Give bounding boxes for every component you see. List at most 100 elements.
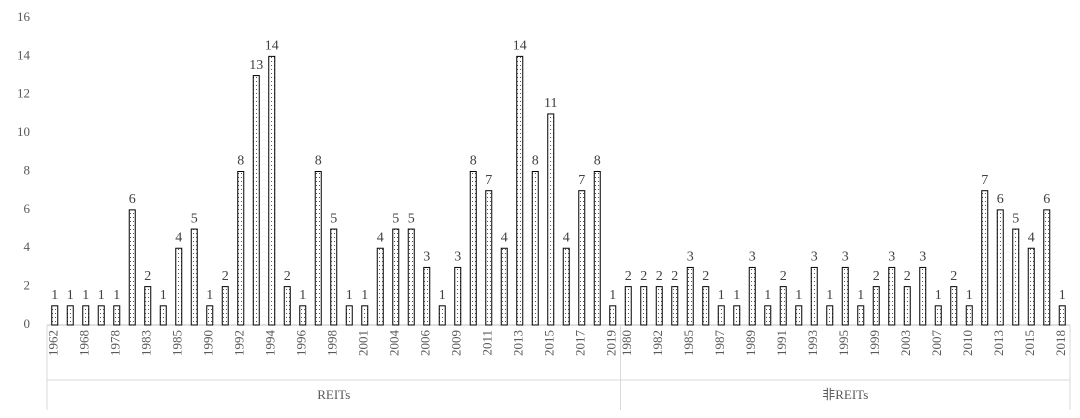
data-label: 5: [1012, 211, 1019, 226]
bar: [128, 209, 136, 326]
y-tick-label: 6: [24, 201, 31, 216]
data-label: 2: [702, 269, 709, 284]
x-tick-label: 1995: [836, 330, 851, 356]
y-tick-label: 0: [24, 316, 31, 331]
bar: [562, 247, 570, 326]
data-label: 6: [1043, 192, 1050, 207]
bar: [330, 228, 338, 326]
group-label: REITs: [317, 387, 350, 402]
data-label: 14: [265, 39, 279, 54]
bar: [795, 305, 803, 326]
bar: [299, 305, 307, 326]
bar: [144, 286, 152, 326]
data-label: 1: [733, 288, 740, 303]
bar: [361, 305, 369, 326]
x-tick-label: 2001: [356, 330, 371, 356]
x-tick-label: 2011: [480, 330, 495, 356]
data-label: 1: [51, 288, 58, 303]
data-label: 1: [966, 288, 973, 303]
data-label: 8: [532, 154, 539, 169]
data-label: 5: [408, 211, 415, 226]
bar: [981, 190, 989, 326]
bar: [51, 305, 59, 326]
bar: [702, 286, 710, 326]
data-label: 2: [780, 269, 787, 284]
data-label: 5: [191, 211, 198, 226]
bar: [733, 305, 741, 326]
bar: [1012, 228, 1020, 326]
x-tick-label: 1994: [263, 330, 278, 357]
x-tick-label: 1989: [743, 330, 758, 356]
data-label: 1: [299, 288, 306, 303]
data-label: 13: [249, 58, 263, 73]
bar: [578, 190, 586, 326]
data-label: 3: [454, 250, 461, 265]
data-label: 11: [544, 96, 557, 111]
bar: [190, 228, 198, 326]
data-label: 2: [656, 269, 663, 284]
bar: [423, 266, 431, 326]
data-label: 1: [718, 288, 725, 303]
bar: [748, 266, 756, 326]
y-tick-label: 8: [24, 162, 31, 177]
bar: [717, 305, 725, 326]
data-label: 4: [1028, 230, 1035, 245]
data-label: 7: [981, 173, 988, 188]
bar: [640, 286, 648, 326]
data-label: 8: [470, 154, 477, 169]
bar: [221, 286, 229, 326]
data-label: 1: [206, 288, 213, 303]
bar: [841, 266, 849, 326]
bar: [857, 305, 865, 326]
bar: [252, 75, 260, 326]
bar: [159, 305, 167, 326]
bar: [934, 305, 942, 326]
data-label: 5: [392, 211, 399, 226]
x-tick-label: 1982: [650, 330, 665, 356]
bar: [485, 190, 493, 326]
bar: [950, 286, 958, 326]
y-tick-label: 4: [24, 239, 31, 254]
data-label: 2: [671, 269, 678, 284]
bar: [438, 305, 446, 326]
data-label: 3: [811, 250, 818, 265]
x-tick-label: 1993: [805, 330, 820, 356]
x-tick-label: 1980: [619, 330, 634, 356]
x-tick-label: 2017: [573, 330, 588, 357]
bar: [206, 305, 214, 326]
data-label: 1: [857, 288, 864, 303]
data-label: 1: [67, 288, 74, 303]
bar: [903, 286, 911, 326]
bar: [593, 171, 601, 326]
data-label: 2: [904, 269, 911, 284]
data-label: 1: [346, 288, 353, 303]
data-label: 2: [284, 269, 291, 284]
x-tick-label: 1985: [170, 330, 185, 356]
bar: [454, 266, 462, 326]
bar: [624, 286, 632, 326]
x-tick-label: 1987: [712, 330, 727, 357]
data-label: 6: [129, 192, 136, 207]
data-label: 5: [330, 211, 337, 226]
x-tick-label: 1968: [77, 330, 92, 356]
x-tick-label: 2015: [542, 330, 557, 356]
data-label: 2: [873, 269, 880, 284]
data-label: 1: [826, 288, 833, 303]
y-tick-label: 14: [17, 47, 31, 62]
data-label: 4: [377, 230, 384, 245]
bar: [268, 55, 276, 326]
data-label: 4: [563, 230, 570, 245]
data-label: 2: [222, 269, 229, 284]
data-label: 1: [113, 288, 120, 303]
data-label: 1: [82, 288, 89, 303]
bar: [996, 209, 1004, 326]
bar: [392, 228, 400, 326]
x-tick-label: 2006: [418, 330, 433, 357]
y-tick-label: 16: [17, 9, 31, 24]
bar: [686, 266, 694, 326]
data-label: 3: [842, 250, 849, 265]
bar: [66, 305, 74, 326]
bar: [500, 247, 508, 326]
bar: [872, 286, 880, 326]
y-tick-label: 12: [17, 86, 30, 101]
